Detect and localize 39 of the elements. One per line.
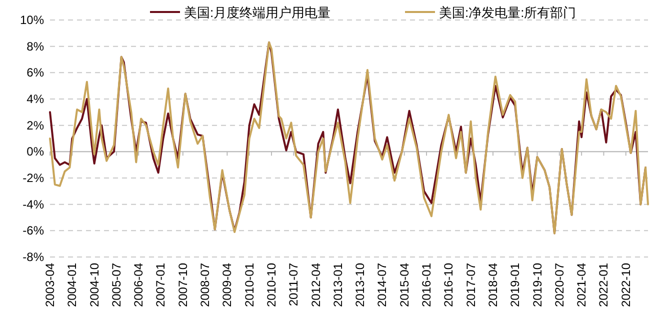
x-tick-label: 2021-04 [574,262,589,308]
x-tick-label: 2019-01 [508,262,522,308]
x-tick-label: 2003-04 [43,262,57,308]
x-tick-label: 2004-01 [65,262,80,308]
x-tick-label: 2012-04 [308,262,323,308]
x-tick-label: 2009-04 [220,262,234,308]
x-tick-label: 2018-04 [486,262,500,308]
x-tick-label: 2016-01 [420,262,434,308]
x-tick-label: 2007-10 [176,262,190,308]
x-tick-label: 2010-01 [242,262,256,308]
y-tick-label: -4% [22,197,44,212]
x-tick-label: 2006-04 [132,262,146,308]
x-tick-label: 2019-10 [530,262,544,308]
x-tick-label: 2014-07 [375,262,390,308]
y-tick-label: -6% [22,224,44,238]
y-tick-label: -2% [22,171,44,185]
y-tick-label: 10% [20,13,44,27]
x-tick-label: 2013-01 [330,262,345,308]
x-tick-label: 2020-07 [552,262,566,308]
y-tick-label: 4% [26,92,44,106]
x-tick-label: 2015-04 [397,262,412,308]
x-tick-label: 2022-01 [596,262,611,308]
y-tick-label: 0% [26,144,44,159]
x-tick-label: 2004-10 [87,262,102,308]
x-tick-label: 2013-10 [353,262,368,308]
legend-label: 美国:净发电量:所有部门 [439,5,576,20]
x-tick-label: 2017-07 [464,262,478,308]
legend-label: 美国:月度终端用户用电量 [184,5,331,20]
x-tick-label: 2008-07 [198,262,212,308]
x-tick-label: 2022-10 [618,262,633,308]
y-tick-label: 8% [26,39,44,54]
y-tick-label: 2% [26,118,44,132]
x-tick-label: 2010-10 [264,262,278,308]
x-tick-label: 2016-10 [442,262,456,308]
x-tick-label: 2011-07 [286,262,301,306]
y-tick-label: -8% [22,250,44,264]
y-tick-label: 6% [26,66,44,80]
x-tick-label: 2007-01 [154,262,168,308]
x-tick-label: 2005-07 [109,262,124,308]
